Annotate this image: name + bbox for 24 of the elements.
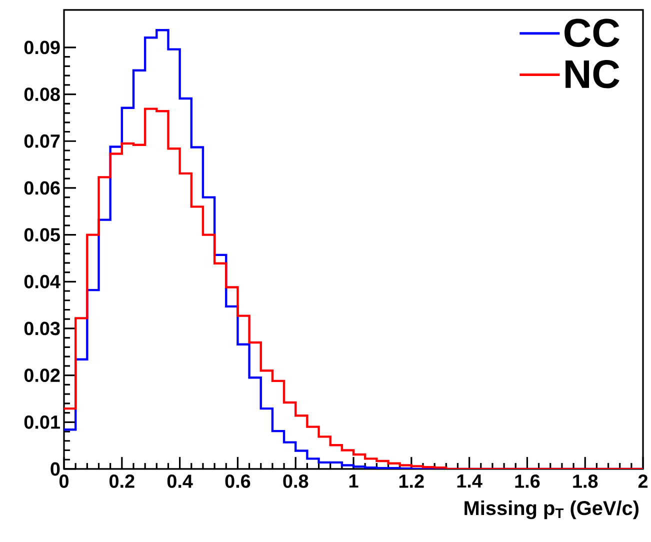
y-tick-label: 0.06 xyxy=(24,181,60,195)
legend-label: CC xyxy=(564,18,620,47)
x-tick-label: 0.4 xyxy=(167,474,193,488)
y-tick-label: 0.08 xyxy=(24,88,60,101)
y-tick-label: 0.07 xyxy=(24,134,60,148)
x-tick-label: 1.8 xyxy=(573,474,598,488)
x-tick-label: 1.6 xyxy=(515,474,540,488)
y-tick-label: 0 xyxy=(50,462,60,476)
x-tick-label: 0.8 xyxy=(283,474,308,488)
x-tick-label: 0 xyxy=(59,474,68,488)
x-tick-label: 0.6 xyxy=(225,474,250,488)
x-tick-label: 1.4 xyxy=(457,474,482,488)
legend-label: NC xyxy=(566,60,620,88)
y-tick-label: 0.09 xyxy=(24,40,60,54)
y-tick-label: 0.02 xyxy=(24,368,60,382)
x-tick-label: 0.2 xyxy=(110,474,134,488)
x-axis-title: Missing p$_{T}$ (GeV/c) xyxy=(464,500,638,520)
y-tick-label: 0.05 xyxy=(24,228,60,242)
x-tick-label: 1.2 xyxy=(399,474,424,488)
y-tick-label: 0.04 xyxy=(24,274,60,288)
x-tick-label: 1 xyxy=(349,474,358,488)
x-tick-label: 2 xyxy=(638,474,648,488)
y-tick-label: 0.03 xyxy=(24,322,60,336)
y-tick-label: 0.01 xyxy=(24,415,60,429)
